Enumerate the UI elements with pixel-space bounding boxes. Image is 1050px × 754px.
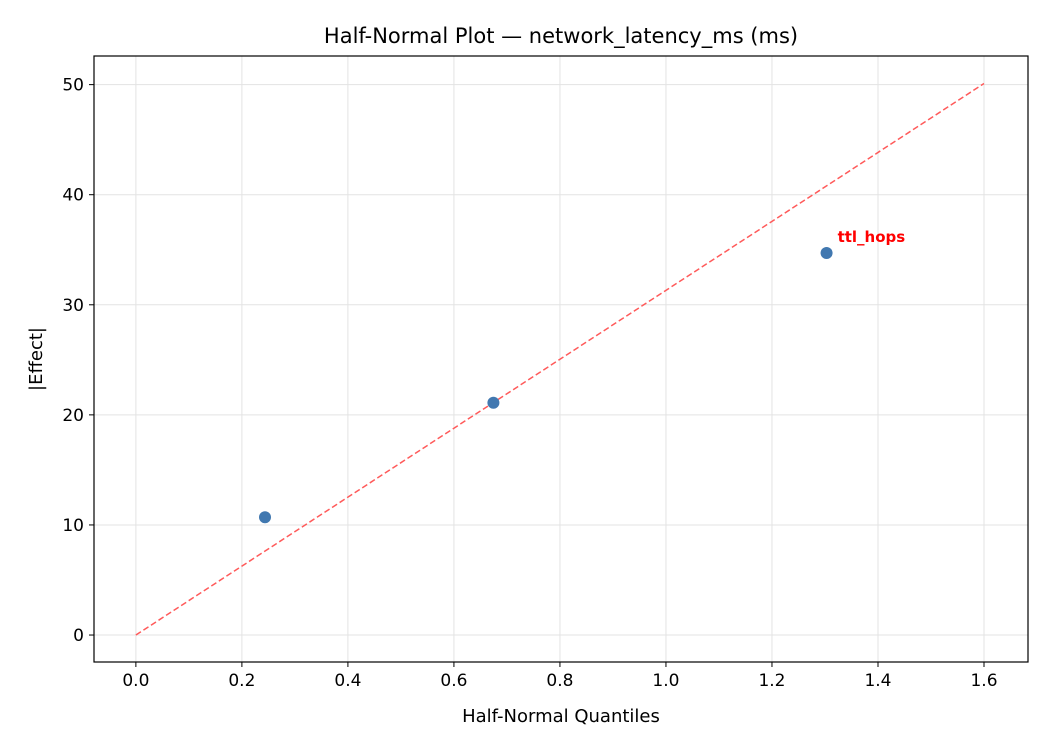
y-tick-label: 20 — [62, 406, 84, 426]
x-axis-ticks: 0.0 0.2 0.4 0.6 0.8 1.0 1.2 1.4 1.6 — [122, 662, 998, 691]
x-tick-label: 0.4 — [334, 671, 361, 691]
x-tick-label: 0.0 — [122, 671, 149, 691]
y-tick-label: 50 — [62, 76, 84, 96]
y-axis-ticks: 0 10 20 30 40 50 — [62, 76, 94, 646]
data-point — [487, 396, 500, 409]
data-point — [820, 247, 833, 260]
x-tick-label: 0.6 — [440, 671, 467, 691]
y-tick-label: 10 — [62, 516, 84, 536]
x-tick-label: 0.8 — [546, 671, 573, 691]
point-annotation: ttl_hops — [838, 228, 906, 246]
x-tick-label: 1.0 — [652, 671, 679, 691]
plot-frame — [93, 55, 1029, 663]
y-tick-label: 40 — [62, 186, 84, 206]
x-tick-label: 1.6 — [970, 671, 997, 691]
x-tick-label: 1.2 — [758, 671, 785, 691]
y-tick-label: 0 — [73, 626, 84, 646]
x-tick-label: 0.2 — [228, 671, 255, 691]
points-group: ttl_hops — [259, 228, 906, 524]
reference-line — [135, 82, 985, 636]
y-axis-label: |Effect| — [26, 327, 47, 391]
data-point — [259, 511, 272, 524]
chart-title: Half-Normal Plot — network_latency_ms (m… — [324, 24, 798, 49]
x-tick-label: 1.4 — [864, 671, 891, 691]
reference-line-group — [135, 82, 985, 636]
y-tick-label: 30 — [62, 296, 84, 316]
x-axis-label: Half-Normal Quantiles — [462, 706, 660, 727]
